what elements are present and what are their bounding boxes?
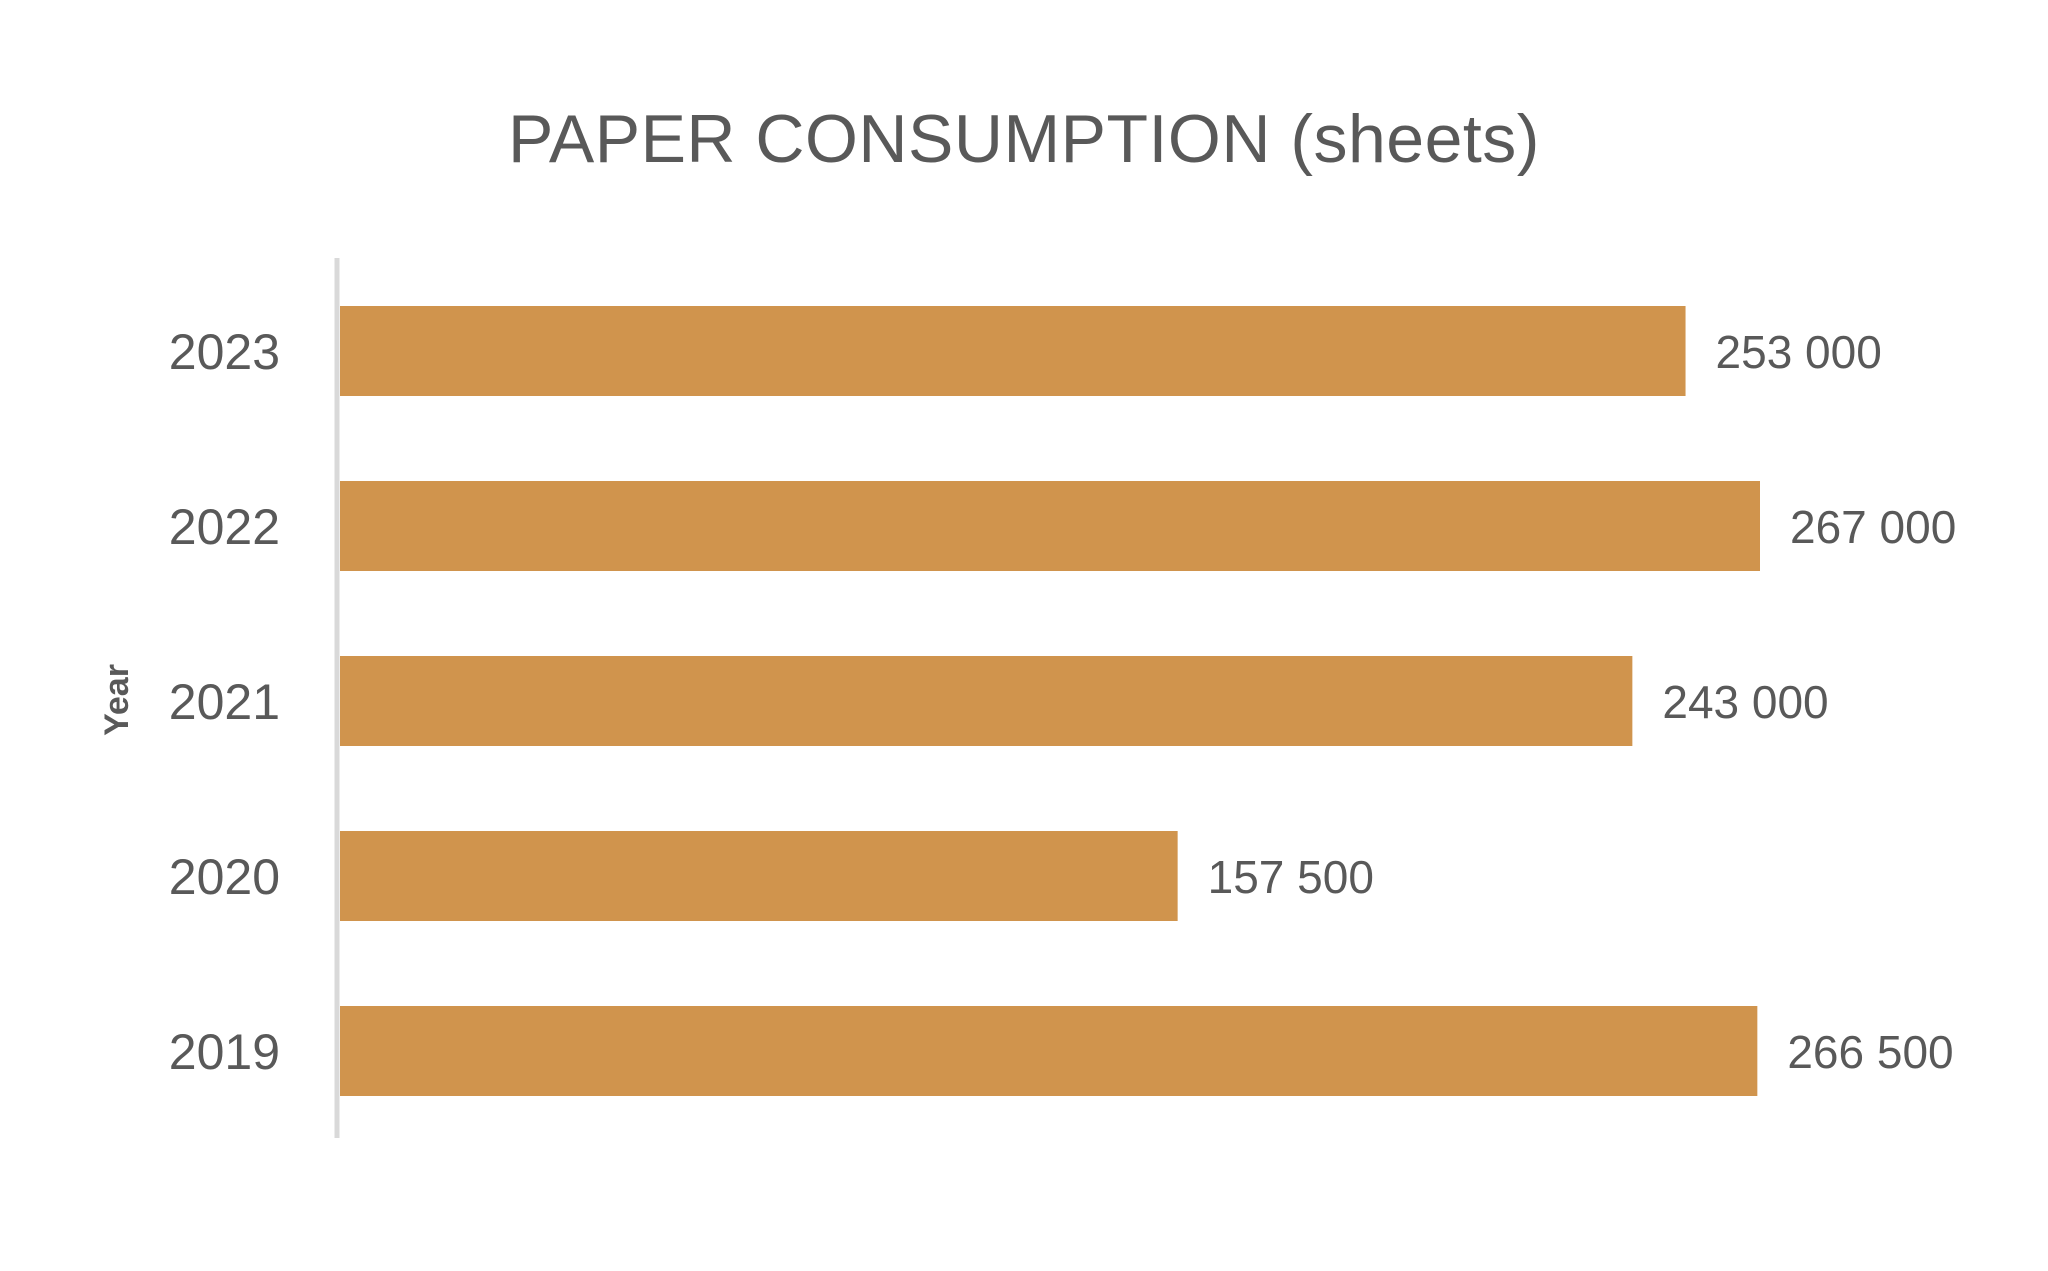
bar-2022 (340, 481, 1760, 571)
data-label-2019: 266 500 (1787, 1026, 1953, 1078)
bars-layer (340, 306, 1760, 1096)
labels-layer: 2023 253 000 2022 267 000 2021 243 000 2020 157… (169, 324, 1957, 1080)
data-label-2021: 243 000 (1662, 676, 1828, 728)
chart-title: PAPER CONSUMPTION (sheets) (508, 101, 1540, 177)
y-axis-title: Year (98, 664, 136, 736)
data-label-2023: 253 000 (1716, 326, 1882, 378)
data-label-2022: 267 000 (1790, 501, 1956, 553)
y-tick-label-2021: 2021 (169, 674, 280, 730)
y-tick-label-2019: 2019 (169, 1024, 280, 1080)
bar-2019 (340, 1006, 1758, 1096)
bar-2023 (340, 306, 1686, 396)
y-tick-label-2022: 2022 (169, 499, 280, 555)
bar-2020 (340, 831, 1178, 921)
y-tick-label-2023: 2023 (169, 324, 280, 380)
bar-2021 (340, 656, 1633, 746)
data-label-2020: 157 500 (1208, 851, 1374, 903)
y-tick-label-2020: 2020 (169, 849, 280, 905)
